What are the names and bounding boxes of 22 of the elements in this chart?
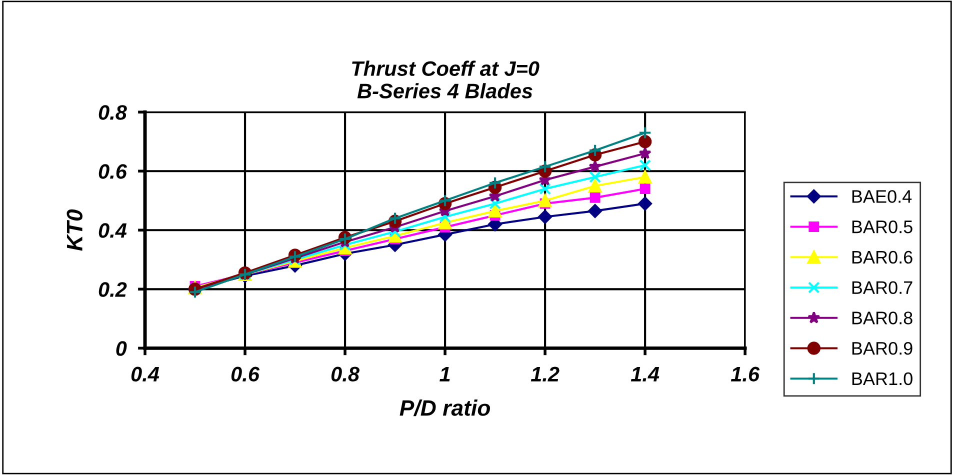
y-tick-label: 0.8 <box>98 105 127 120</box>
legend-label: BAR1.0 <box>852 372 912 386</box>
legend-label: BAR0.7 <box>852 281 912 294</box>
legend-label: BAR0.5 <box>852 220 912 234</box>
chart-title: Thrust Coeff at J=0 B-Series 4 Blades <box>352 60 540 98</box>
x-tick-label: 1.4 <box>630 366 660 382</box>
y-tick-label: 0.4 <box>98 223 127 238</box>
legend-label: BAR0.6 <box>852 250 912 264</box>
legend-label: BAR0.9 <box>852 342 912 355</box>
legend-label: BAE0.4 <box>852 190 912 203</box>
y-axis-title: KT0 <box>66 209 82 251</box>
y-tick-label: 0.2 <box>98 282 127 297</box>
x-axis-title: P/D ratio <box>400 400 490 416</box>
legend-label: BAR0.8 <box>852 312 912 324</box>
x-tick-label: 0.4 <box>131 366 160 382</box>
x-tick-label: 1 <box>440 366 450 382</box>
y-tick-label: 0.6 <box>98 164 128 179</box>
x-tick-label: 1.2 <box>530 366 560 382</box>
x-tick-label: 1.6 <box>730 366 760 382</box>
x-tick-label: 0.6 <box>231 366 260 382</box>
x-tick-label: 0.8 <box>331 366 360 382</box>
y-tick-label: 0 <box>116 341 127 356</box>
